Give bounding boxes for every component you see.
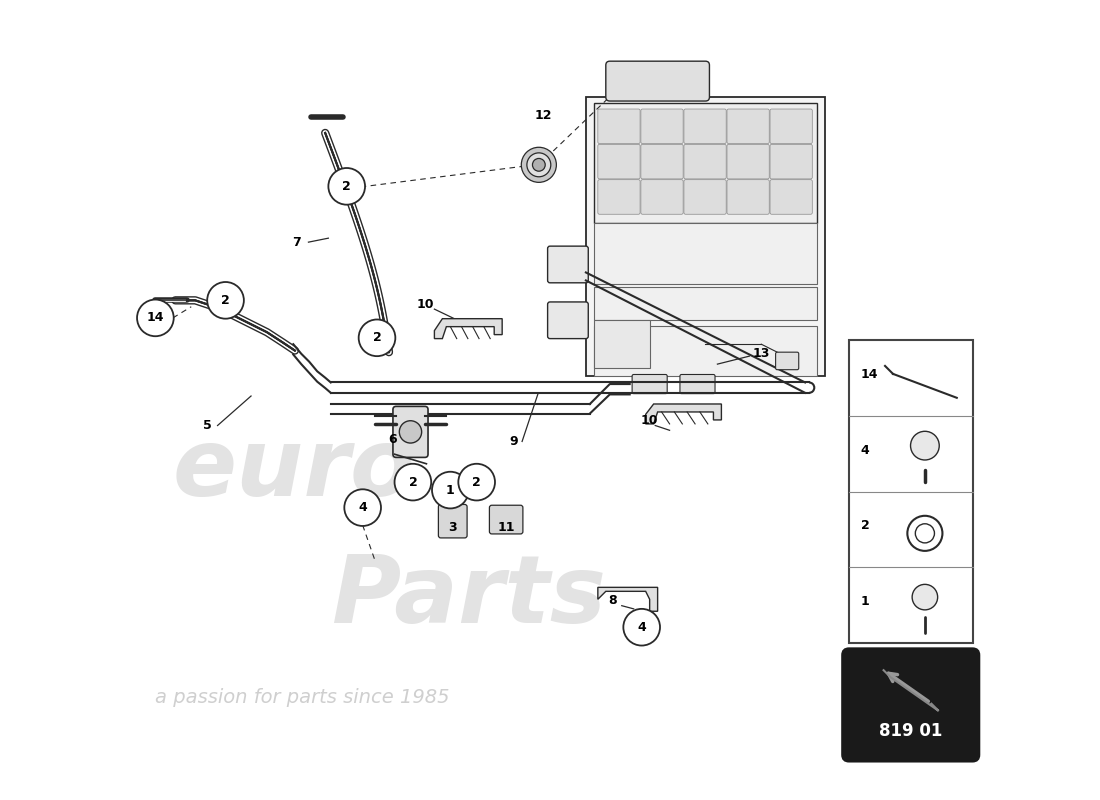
FancyBboxPatch shape (594, 222, 817, 284)
Text: 10: 10 (640, 414, 658, 427)
Circle shape (399, 421, 421, 443)
Circle shape (207, 282, 244, 318)
Circle shape (624, 609, 660, 646)
FancyBboxPatch shape (727, 109, 769, 143)
Circle shape (344, 490, 381, 526)
FancyBboxPatch shape (606, 61, 710, 101)
Text: 2: 2 (342, 180, 351, 193)
FancyBboxPatch shape (770, 144, 812, 179)
FancyBboxPatch shape (594, 326, 817, 376)
Circle shape (329, 168, 365, 205)
Text: 8: 8 (608, 594, 616, 607)
FancyBboxPatch shape (586, 97, 825, 376)
Text: 2: 2 (472, 476, 481, 489)
Polygon shape (646, 404, 722, 424)
Polygon shape (597, 587, 658, 611)
Text: 1: 1 (446, 483, 454, 497)
Circle shape (911, 431, 939, 460)
Text: 1: 1 (861, 595, 870, 608)
Text: 13: 13 (752, 347, 770, 360)
FancyBboxPatch shape (439, 505, 468, 538)
Text: 14: 14 (146, 311, 164, 324)
FancyBboxPatch shape (641, 109, 683, 143)
FancyBboxPatch shape (641, 144, 683, 179)
Circle shape (532, 158, 546, 171)
FancyBboxPatch shape (843, 649, 979, 761)
FancyBboxPatch shape (548, 302, 588, 338)
Text: 2: 2 (373, 331, 382, 344)
FancyBboxPatch shape (770, 180, 812, 214)
Circle shape (138, 299, 174, 336)
FancyBboxPatch shape (770, 109, 812, 143)
Circle shape (395, 464, 431, 501)
Text: 6: 6 (388, 434, 396, 446)
Text: a passion for parts since 1985: a passion for parts since 1985 (155, 688, 450, 707)
Text: Parts: Parts (331, 551, 606, 643)
FancyBboxPatch shape (597, 109, 640, 143)
Text: 7: 7 (293, 236, 301, 249)
Polygon shape (434, 318, 503, 338)
Circle shape (527, 153, 551, 177)
Text: 2: 2 (408, 476, 417, 489)
FancyBboxPatch shape (684, 109, 726, 143)
FancyBboxPatch shape (594, 320, 650, 368)
FancyBboxPatch shape (393, 406, 428, 458)
Text: 2: 2 (221, 294, 230, 307)
Text: 4: 4 (637, 621, 646, 634)
FancyBboxPatch shape (776, 352, 799, 370)
FancyBboxPatch shape (641, 180, 683, 214)
FancyArrowPatch shape (889, 674, 928, 702)
FancyBboxPatch shape (490, 506, 522, 534)
FancyBboxPatch shape (597, 180, 640, 214)
Circle shape (459, 464, 495, 501)
Text: 819 01: 819 01 (879, 722, 943, 740)
Circle shape (521, 147, 557, 182)
FancyBboxPatch shape (594, 286, 817, 320)
Circle shape (359, 319, 395, 356)
Text: 14: 14 (861, 368, 879, 381)
Text: 5: 5 (202, 419, 211, 432)
Text: 4: 4 (359, 501, 367, 514)
FancyBboxPatch shape (684, 180, 726, 214)
FancyBboxPatch shape (680, 374, 715, 394)
Text: 11: 11 (497, 521, 515, 534)
Circle shape (912, 584, 937, 610)
FancyBboxPatch shape (548, 246, 588, 283)
FancyBboxPatch shape (727, 144, 769, 179)
Text: 10: 10 (416, 298, 433, 311)
Text: euro: euro (173, 424, 416, 516)
Circle shape (432, 472, 469, 509)
FancyBboxPatch shape (597, 144, 640, 179)
Text: 3: 3 (449, 521, 458, 534)
FancyBboxPatch shape (594, 102, 817, 222)
Text: 12: 12 (535, 109, 551, 122)
Text: 2: 2 (861, 519, 870, 532)
FancyBboxPatch shape (632, 374, 668, 394)
Text: 4: 4 (861, 443, 870, 457)
FancyBboxPatch shape (684, 144, 726, 179)
Text: 9: 9 (509, 435, 518, 448)
FancyBboxPatch shape (849, 340, 972, 643)
FancyBboxPatch shape (727, 180, 769, 214)
